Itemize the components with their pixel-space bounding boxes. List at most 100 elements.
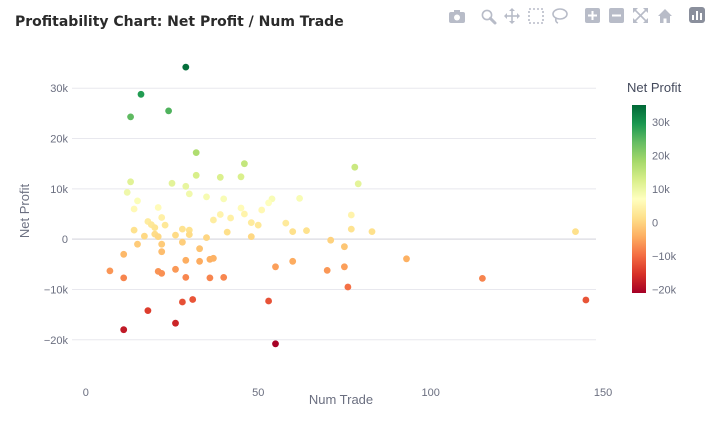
data-point[interactable] bbox=[179, 238, 186, 246]
data-point[interactable] bbox=[172, 231, 179, 239]
data-point[interactable] bbox=[158, 248, 166, 256]
data-point[interactable] bbox=[241, 160, 248, 168]
data-point[interactable] bbox=[168, 179, 176, 187]
data-point[interactable] bbox=[130, 226, 138, 234]
data-point[interactable] bbox=[192, 149, 200, 157]
data-point[interactable] bbox=[254, 221, 262, 229]
data-point[interactable] bbox=[479, 275, 486, 282]
data-point[interactable] bbox=[237, 204, 245, 212]
data-point[interactable] bbox=[158, 214, 166, 221]
data-point[interactable] bbox=[227, 214, 235, 222]
data-point[interactable] bbox=[272, 340, 279, 348]
box-select-icon[interactable] bbox=[528, 8, 544, 24]
plotly-logo-icon[interactable] bbox=[689, 7, 705, 23]
data-point[interactable] bbox=[368, 228, 376, 236]
data-point[interactable] bbox=[203, 234, 210, 242]
y-tick-label: 20k bbox=[50, 134, 68, 146]
data-point[interactable] bbox=[341, 263, 348, 271]
data-point[interactable] bbox=[134, 240, 141, 248]
data-point[interactable] bbox=[123, 189, 131, 196]
data-point[interactable] bbox=[247, 233, 255, 241]
data-point[interactable] bbox=[258, 206, 266, 214]
data-point[interactable] bbox=[220, 274, 228, 281]
data-point[interactable] bbox=[182, 63, 190, 71]
data-point[interactable] bbox=[179, 298, 186, 306]
camera-icon[interactable] bbox=[449, 10, 465, 23]
y-tick-label: 30k bbox=[50, 83, 68, 95]
data-point[interactable] bbox=[172, 265, 179, 273]
data-point[interactable] bbox=[192, 171, 200, 179]
data-point[interactable] bbox=[220, 195, 228, 203]
data-point[interactable] bbox=[347, 211, 355, 219]
data-point[interactable] bbox=[165, 107, 173, 115]
data-point[interactable] bbox=[582, 296, 590, 304]
data-point[interactable] bbox=[265, 297, 272, 305]
data-point[interactable] bbox=[154, 204, 162, 211]
lasso-select-icon[interactable] bbox=[552, 8, 568, 24]
data-point[interactable] bbox=[347, 225, 355, 233]
data-point[interactable] bbox=[130, 205, 138, 213]
data-point[interactable] bbox=[203, 193, 210, 201]
data-point[interactable] bbox=[403, 255, 410, 263]
data-point[interactable] bbox=[272, 263, 279, 271]
colorbar-tick-label: 0 bbox=[652, 218, 658, 230]
data-point[interactable] bbox=[179, 225, 186, 233]
data-point[interactable] bbox=[106, 267, 114, 275]
data-point[interactable] bbox=[137, 90, 145, 98]
pan-icon[interactable] bbox=[504, 8, 520, 24]
data-point[interactable] bbox=[206, 274, 214, 282]
data-point[interactable] bbox=[265, 199, 272, 207]
data-point[interactable] bbox=[127, 113, 134, 121]
y-tick-label: 10k bbox=[50, 184, 68, 196]
colorbar-gradient bbox=[632, 105, 646, 293]
data-point[interactable] bbox=[185, 190, 193, 198]
data-point[interactable] bbox=[216, 173, 224, 181]
data-point[interactable] bbox=[196, 245, 204, 253]
data-point[interactable] bbox=[154, 233, 162, 241]
data-point[interactable] bbox=[120, 274, 128, 282]
data-point[interactable] bbox=[323, 267, 331, 274]
colorbar-tick-label: −10k bbox=[652, 251, 677, 263]
data-point[interactable] bbox=[241, 210, 248, 218]
data-point[interactable] bbox=[327, 236, 335, 244]
data-point[interactable] bbox=[223, 228, 231, 236]
data-point[interactable] bbox=[210, 254, 217, 262]
zoom-icon[interactable] bbox=[481, 9, 497, 25]
zoom-out-icon[interactable] bbox=[609, 8, 624, 23]
data-point[interactable] bbox=[127, 178, 134, 186]
data-point[interactable] bbox=[341, 243, 348, 251]
data-point[interactable] bbox=[303, 227, 310, 235]
data-point[interactable] bbox=[351, 163, 359, 171]
data-point[interactable] bbox=[237, 173, 245, 181]
data-point[interactable] bbox=[151, 224, 159, 232]
data-point[interactable] bbox=[196, 257, 204, 265]
data-point[interactable] bbox=[158, 240, 166, 248]
colorbar-tick-label: 20k bbox=[652, 150, 670, 162]
data-point[interactable] bbox=[282, 219, 290, 227]
data-point[interactable] bbox=[158, 270, 166, 277]
data-point[interactable] bbox=[296, 195, 303, 202]
data-point[interactable] bbox=[210, 216, 217, 224]
data-point[interactable] bbox=[144, 307, 152, 314]
data-point[interactable] bbox=[161, 221, 169, 229]
data-point[interactable] bbox=[216, 211, 224, 218]
data-point[interactable] bbox=[182, 274, 190, 281]
zoom-in-icon[interactable] bbox=[585, 8, 600, 23]
data-point[interactable] bbox=[354, 180, 362, 188]
data-point[interactable] bbox=[134, 197, 141, 205]
data-point[interactable] bbox=[289, 228, 297, 236]
data-point[interactable] bbox=[344, 283, 352, 291]
data-point[interactable] bbox=[289, 257, 297, 265]
home-icon[interactable] bbox=[658, 9, 672, 23]
data-point[interactable] bbox=[182, 256, 190, 264]
data-point[interactable] bbox=[120, 326, 128, 334]
data-point[interactable] bbox=[572, 228, 579, 236]
data-point[interactable] bbox=[120, 250, 128, 258]
data-point[interactable] bbox=[182, 182, 190, 190]
data-point[interactable] bbox=[141, 232, 148, 240]
autoscale-icon[interactable] bbox=[633, 8, 648, 23]
data-point[interactable] bbox=[247, 219, 255, 227]
data-point[interactable] bbox=[189, 296, 197, 303]
data-point[interactable] bbox=[185, 231, 193, 239]
data-point[interactable] bbox=[172, 319, 179, 327]
